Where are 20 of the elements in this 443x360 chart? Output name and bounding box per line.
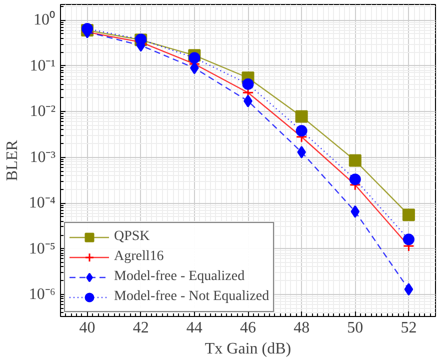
y-tick-label: 10⁻³ (30, 148, 56, 166)
x-tick-label: 52 (400, 320, 417, 336)
x-tick-label: 42 (132, 320, 149, 336)
legend-label: Model-free - Equalized (114, 269, 245, 285)
x-tick-label: 46 (240, 320, 256, 336)
y-tick-label: 10⁻² (30, 103, 56, 120)
legend-label: QPSK (114, 229, 150, 245)
y-tick-label: 10⁻⁵ (28, 240, 56, 258)
y-tick-label: 10⁰ (34, 10, 56, 29)
x-tick-label: 40 (79, 320, 96, 336)
x-tick-label: 44 (186, 320, 202, 336)
y-tick-label: 10⁻⁴ (28, 194, 56, 212)
legend-label: Agrell16 (114, 249, 164, 265)
y-tick-label: 10⁻⁶ (28, 286, 56, 303)
x-tick-label: 48 (294, 320, 310, 336)
x-tick-label: 50 (347, 320, 364, 336)
x-axis-title: Tx Gain (dB) (204, 340, 292, 358)
legend-label: Model-free - Not Equalized (114, 289, 270, 305)
y-axis-title: BLER (4, 140, 21, 181)
y-tick-label: 10⁻¹ (30, 57, 56, 74)
